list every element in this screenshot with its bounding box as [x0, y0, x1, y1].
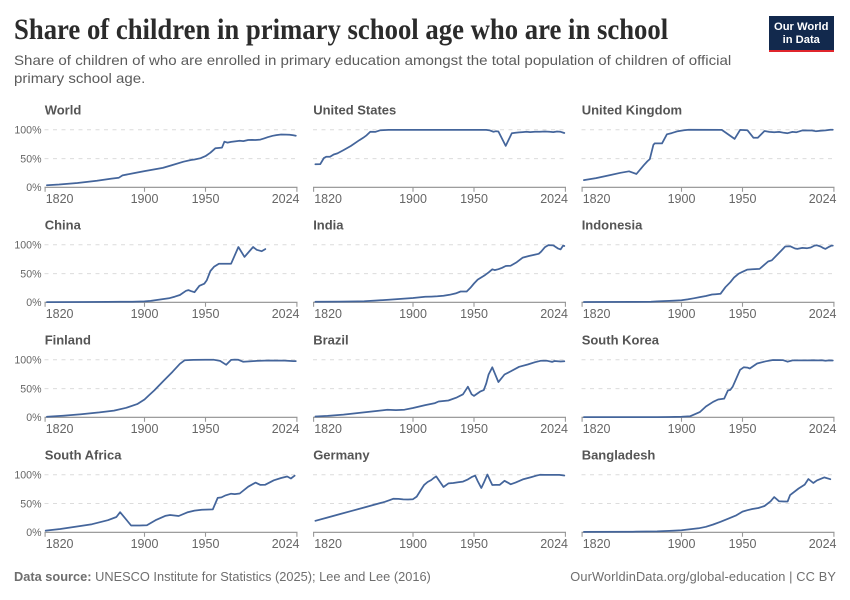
- svg-text:100%: 100%: [14, 355, 42, 367]
- svg-text:2024: 2024: [809, 307, 837, 321]
- svg-text:1950: 1950: [460, 192, 488, 206]
- svg-text:1820: 1820: [46, 422, 74, 436]
- svg-text:1950: 1950: [192, 307, 220, 321]
- svg-text:South Korea: South Korea: [582, 332, 660, 347]
- svg-text:50%: 50%: [20, 498, 42, 510]
- svg-text:2024: 2024: [272, 192, 300, 206]
- svg-text:1820: 1820: [314, 422, 342, 436]
- svg-text:100%: 100%: [14, 125, 42, 137]
- svg-text:Indonesia: Indonesia: [582, 217, 643, 232]
- svg-text:World: World: [45, 102, 82, 117]
- svg-text:1900: 1900: [399, 537, 427, 551]
- svg-text:1900: 1900: [399, 307, 427, 321]
- svg-text:United Kingdom: United Kingdom: [582, 102, 682, 117]
- svg-text:1820: 1820: [314, 192, 342, 206]
- svg-text:1950: 1950: [460, 422, 488, 436]
- svg-text:1820: 1820: [583, 422, 611, 436]
- svg-text:0%: 0%: [26, 412, 42, 424]
- svg-text:2024: 2024: [540, 537, 568, 551]
- svg-text:1820: 1820: [314, 307, 342, 321]
- svg-text:1950: 1950: [729, 422, 757, 436]
- svg-text:1900: 1900: [131, 537, 159, 551]
- svg-text:1950: 1950: [192, 537, 220, 551]
- svg-text:1820: 1820: [314, 537, 342, 551]
- svg-text:2024: 2024: [809, 422, 837, 436]
- svg-text:1950: 1950: [729, 537, 757, 551]
- svg-text:1900: 1900: [131, 307, 159, 321]
- svg-text:Brazil: Brazil: [313, 332, 348, 347]
- svg-text:0%: 0%: [26, 527, 42, 539]
- svg-text:Finland: Finland: [45, 332, 91, 347]
- svg-text:2024: 2024: [272, 307, 300, 321]
- svg-text:1900: 1900: [131, 192, 159, 206]
- svg-text:India: India: [313, 217, 344, 232]
- svg-text:1900: 1900: [131, 422, 159, 436]
- svg-text:2024: 2024: [809, 537, 837, 551]
- svg-text:2024: 2024: [540, 422, 568, 436]
- svg-text:1900: 1900: [399, 422, 427, 436]
- svg-text:1820: 1820: [583, 307, 611, 321]
- svg-text:1950: 1950: [192, 192, 220, 206]
- svg-text:1950: 1950: [729, 192, 757, 206]
- svg-text:50%: 50%: [20, 268, 42, 280]
- svg-text:1820: 1820: [46, 192, 74, 206]
- svg-text:2024: 2024: [540, 307, 568, 321]
- svg-text:United States: United States: [313, 102, 396, 117]
- svg-text:50%: 50%: [20, 153, 42, 165]
- svg-text:1900: 1900: [668, 422, 696, 436]
- svg-text:Bangladesh: Bangladesh: [582, 447, 656, 462]
- svg-text:1820: 1820: [583, 192, 611, 206]
- svg-text:2024: 2024: [272, 422, 300, 436]
- svg-text:1820: 1820: [46, 307, 74, 321]
- svg-text:1950: 1950: [460, 307, 488, 321]
- svg-text:2024: 2024: [272, 537, 300, 551]
- svg-text:1820: 1820: [46, 537, 74, 551]
- svg-text:China: China: [45, 217, 82, 232]
- svg-text:1900: 1900: [668, 307, 696, 321]
- svg-text:50%: 50%: [20, 383, 42, 395]
- svg-text:1900: 1900: [399, 192, 427, 206]
- svg-text:1950: 1950: [192, 422, 220, 436]
- svg-text:0%: 0%: [26, 297, 42, 309]
- svg-text:100%: 100%: [14, 470, 42, 482]
- svg-text:South Africa: South Africa: [45, 447, 123, 462]
- svg-text:0%: 0%: [26, 182, 42, 194]
- svg-text:1820: 1820: [583, 537, 611, 551]
- svg-text:1900: 1900: [668, 537, 696, 551]
- svg-text:1950: 1950: [460, 537, 488, 551]
- svg-text:1950: 1950: [729, 307, 757, 321]
- svg-text:100%: 100%: [14, 240, 42, 252]
- svg-text:2024: 2024: [809, 192, 837, 206]
- svg-text:Germany: Germany: [313, 447, 370, 462]
- svg-text:1900: 1900: [668, 192, 696, 206]
- svg-text:2024: 2024: [540, 192, 568, 206]
